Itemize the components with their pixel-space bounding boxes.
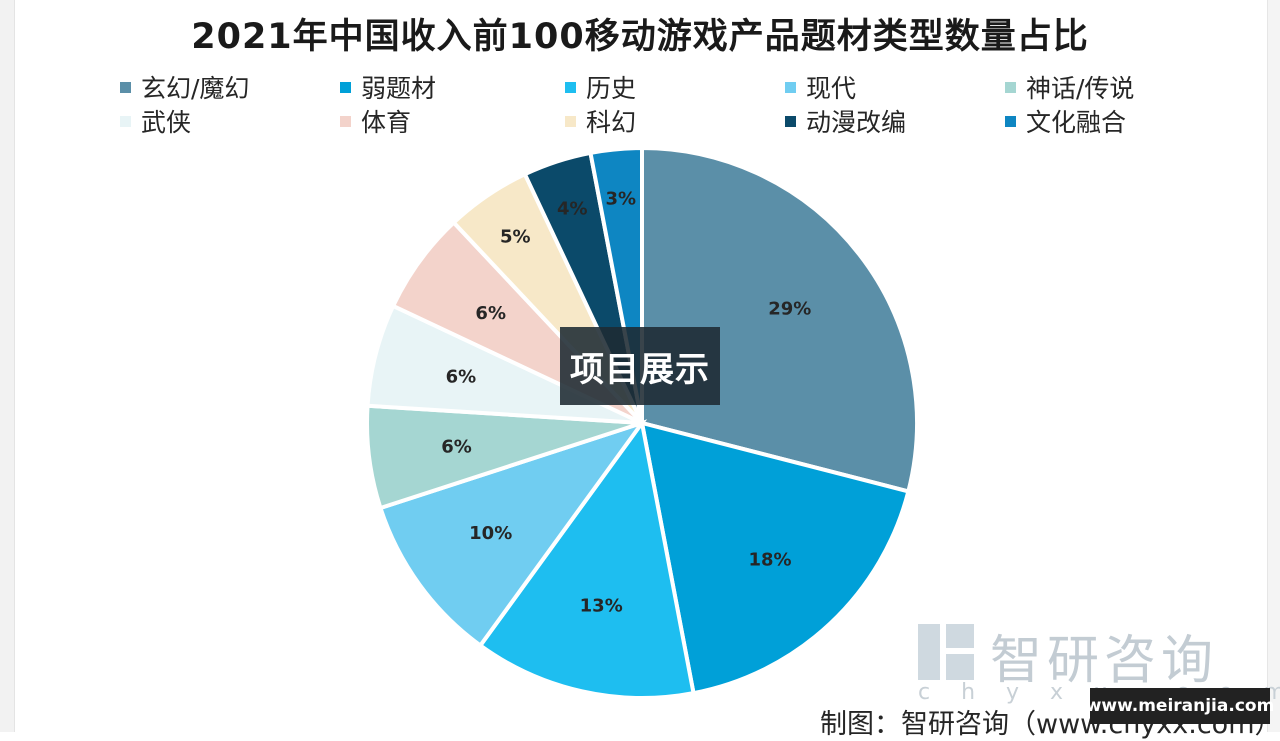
legend-swatch bbox=[1005, 81, 1016, 93]
legend-label: 科幻 bbox=[586, 108, 637, 137]
pie-slice bbox=[639, 420, 911, 696]
legend-swatch bbox=[1005, 115, 1016, 127]
legend-label: 历史 bbox=[586, 74, 637, 103]
legend-swatch bbox=[565, 115, 576, 127]
watermark-logo-icon bbox=[918, 624, 974, 680]
legend-label: 武侠 bbox=[141, 108, 192, 137]
legend-label: 动漫改编 bbox=[806, 108, 907, 137]
pie-slice bbox=[377, 419, 648, 649]
slice-data-label: 5% bbox=[500, 226, 531, 247]
slice-data-label: 6% bbox=[475, 303, 506, 324]
legend-item: 历史 bbox=[565, 72, 637, 103]
project-showcase-overlay[interactable]: 项目展示 bbox=[560, 327, 720, 405]
right-frame-border bbox=[1267, 0, 1280, 732]
legend-swatch bbox=[120, 81, 131, 93]
legend-label: 神话/传说 bbox=[1026, 74, 1135, 103]
legend-item: 现代 bbox=[785, 72, 857, 103]
slice-data-label: 6% bbox=[441, 436, 472, 457]
legend-item: 武侠 bbox=[120, 106, 192, 137]
slice-data-label: 3% bbox=[605, 189, 636, 210]
slice-data-label: 4% bbox=[557, 199, 588, 220]
legend-item: 神话/传说 bbox=[1005, 72, 1135, 103]
slice-data-label: 18% bbox=[748, 549, 791, 570]
legend-label: 玄幻/魔幻 bbox=[141, 74, 250, 103]
pie-slice bbox=[640, 145, 919, 494]
legend-swatch bbox=[565, 81, 576, 93]
legend-swatch bbox=[785, 81, 796, 93]
legend-label: 文化融合 bbox=[1026, 108, 1127, 137]
legend-label: 体育 bbox=[361, 108, 412, 137]
left-frame-border bbox=[0, 0, 15, 732]
legend-swatch bbox=[120, 115, 131, 127]
legend-item: 弱题材 bbox=[340, 72, 437, 103]
slice-data-label: 6% bbox=[446, 366, 477, 387]
legend-item: 动漫改编 bbox=[785, 106, 907, 137]
legend-swatch bbox=[785, 115, 796, 127]
slice-data-label: 29% bbox=[768, 298, 811, 319]
legend-item: 科幻 bbox=[565, 106, 637, 137]
chart-title: 2021年中国收入前100移动游戏产品题材类型数量占比 bbox=[191, 17, 1089, 57]
legend-item: 玄幻/魔幻 bbox=[120, 72, 250, 103]
pie-slice bbox=[477, 418, 696, 700]
legend-item: 文化融合 bbox=[1005, 106, 1127, 137]
legend-swatch bbox=[340, 81, 351, 93]
watermark-brand: 智研咨询 bbox=[990, 631, 1219, 691]
site-badge[interactable]: www.meiranjia.com bbox=[1086, 688, 1274, 724]
legend-item: 体育 bbox=[340, 106, 412, 137]
legend-label: 现代 bbox=[806, 74, 857, 103]
slice-data-label: 13% bbox=[580, 595, 623, 616]
legend-label: 弱题材 bbox=[361, 74, 437, 103]
slice-data-label: 10% bbox=[469, 523, 512, 544]
legend-swatch bbox=[340, 115, 351, 127]
